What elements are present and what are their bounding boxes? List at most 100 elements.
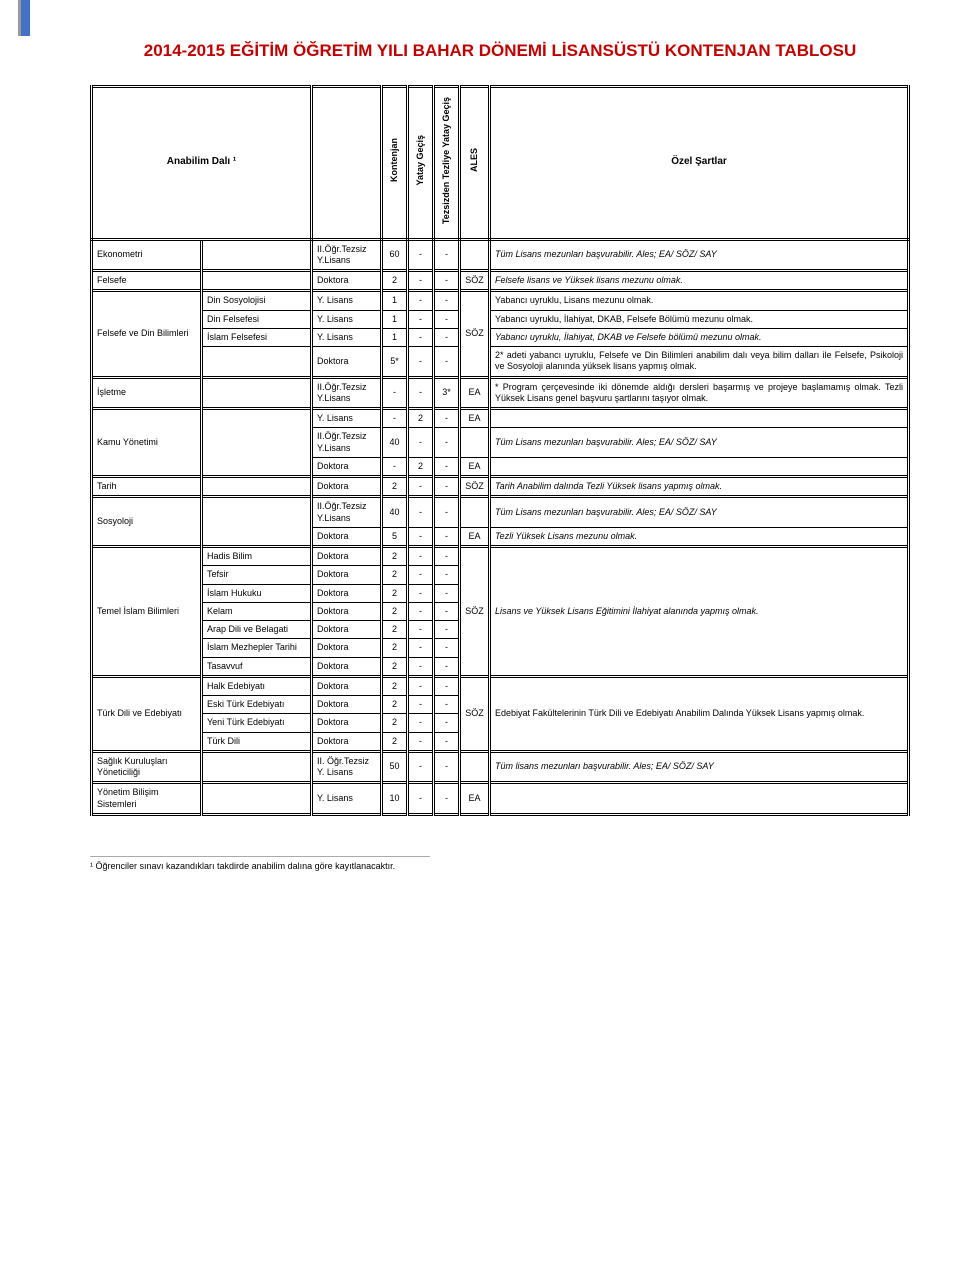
y-cell: -	[408, 732, 434, 751]
program-cell: II. Öğr.Tezsiz Y. Lisans	[312, 751, 382, 783]
k-cell: 2	[382, 584, 408, 602]
subdept-cell	[202, 477, 312, 497]
dept-cell: Sosyoloji	[92, 497, 202, 547]
y-cell: 2	[408, 409, 434, 428]
k-cell: 1	[382, 310, 408, 328]
program-cell: Y. Lisans	[312, 310, 382, 328]
y-cell: -	[408, 657, 434, 676]
ales-cell	[460, 428, 490, 458]
subdept-cell: Halk Edebiyatı	[202, 676, 312, 695]
t-cell: -	[434, 621, 460, 639]
subdept-cell: Eski Türk Edebiyatı	[202, 696, 312, 714]
table-row: Yönetim Bilişim SistemleriY. Lisans10--E…	[92, 783, 909, 815]
table-row: Felsefe ve Din BilimleriDin SosyolojisiY…	[92, 291, 909, 310]
col-dept: Anabilim Dalı ¹	[92, 86, 312, 239]
program-cell: Doktora	[312, 676, 382, 695]
condition-cell: * Program çerçevesinde iki dönemde aldığ…	[490, 377, 909, 409]
subdept-cell	[202, 409, 312, 477]
k-cell: 10	[382, 783, 408, 815]
t-cell: -	[434, 347, 460, 378]
condition-cell: Tarih Anabilim dalında Tezli Yüksek lisa…	[490, 477, 909, 497]
table-row: Temel İslam BilimleriHadis BilimDoktora2…	[92, 547, 909, 566]
y-cell: -	[408, 751, 434, 783]
y-cell: -	[408, 527, 434, 546]
t-cell: -	[434, 732, 460, 751]
y-cell: -	[408, 602, 434, 620]
t-cell: -	[434, 428, 460, 458]
ales-cell: EA	[460, 783, 490, 815]
table-row: EkonometriII.Öğr.Tezsiz Y.Lisans60--Tüm …	[92, 239, 909, 271]
subdept-cell: Yeni Türk Edebiyatı	[202, 714, 312, 732]
program-cell: Doktora	[312, 657, 382, 676]
t-cell: -	[434, 657, 460, 676]
t-cell: -	[434, 714, 460, 732]
t-cell: -	[434, 291, 460, 310]
condition-cell: Tüm Lisans mezunları başvurabilir. Ales;…	[490, 239, 909, 271]
y-cell: -	[408, 676, 434, 695]
ales-cell: SÖZ	[460, 271, 490, 291]
t-cell: -	[434, 239, 460, 271]
k-cell: 1	[382, 291, 408, 310]
t-cell: -	[434, 527, 460, 546]
subdept-cell: Arap Dili ve Belagati	[202, 621, 312, 639]
subdept-cell	[202, 751, 312, 783]
y-cell: -	[408, 477, 434, 497]
t-cell: 3*	[434, 377, 460, 409]
ales-cell	[460, 751, 490, 783]
table-row: Sağlık Kuruluşları YöneticiliğiII. Öğr.T…	[92, 751, 909, 783]
y-cell: -	[408, 239, 434, 271]
table-row: Kamu YönetimiY. Lisans-2-EA	[92, 409, 909, 428]
k-cell: -	[382, 457, 408, 476]
ales-cell	[460, 497, 490, 528]
y-cell: -	[408, 783, 434, 815]
t-cell: -	[434, 409, 460, 428]
dept-cell: Tarih	[92, 477, 202, 497]
condition-cell: Tüm lisans mezunları başvurabilir. Ales;…	[490, 751, 909, 783]
t-cell: -	[434, 310, 460, 328]
t-cell: -	[434, 477, 460, 497]
y-cell: -	[408, 621, 434, 639]
k-cell: 50	[382, 751, 408, 783]
col-tezsiz: Tezsizden Tezliye Yatay Geçiş	[434, 86, 460, 239]
k-cell: 40	[382, 497, 408, 528]
y-cell: -	[408, 584, 434, 602]
y-cell: -	[408, 566, 434, 584]
ruler-marker	[18, 0, 30, 36]
y-cell: -	[408, 271, 434, 291]
ales-cell: SÖZ	[460, 676, 490, 751]
col-blank	[312, 86, 382, 239]
t-cell: -	[434, 497, 460, 528]
condition-cell: Tezli Yüksek Lisans mezunu olmak.	[490, 527, 909, 546]
table-row: İşletmeII.Öğr.Tezsiz Y.Lisans--3*EA* Pro…	[92, 377, 909, 409]
k-cell: -	[382, 409, 408, 428]
y-cell: -	[408, 497, 434, 528]
program-cell: II.Öğr.Tezsiz Y.Lisans	[312, 497, 382, 528]
table-row: İslam FelsefesiY. Lisans1--Yabancı uyruk…	[92, 328, 909, 346]
program-cell: Y. Lisans	[312, 328, 382, 346]
condition-cell: Yabancı uyruklu, Lisans mezunu olmak.	[490, 291, 909, 310]
quota-table: Anabilim Dalı ¹ Kontenjan Yatay Geçiş Te…	[90, 85, 910, 816]
subdept-cell: İslam Mezhepler Tarihi	[202, 639, 312, 657]
t-cell: -	[434, 457, 460, 476]
subdept-cell: Kelam	[202, 602, 312, 620]
program-cell: Doktora	[312, 347, 382, 378]
t-cell: -	[434, 584, 460, 602]
k-cell: 2	[382, 732, 408, 751]
t-cell: -	[434, 271, 460, 291]
col-yatay: Yatay Geçiş	[408, 86, 434, 239]
subdept-cell	[202, 783, 312, 815]
t-cell: -	[434, 751, 460, 783]
y-cell: -	[408, 714, 434, 732]
k-cell: 2	[382, 547, 408, 566]
subdept-cell	[202, 239, 312, 271]
y-cell: -	[408, 428, 434, 458]
subdept-cell	[202, 347, 312, 378]
k-cell: 5	[382, 527, 408, 546]
t-cell: -	[434, 566, 460, 584]
program-cell: Doktora	[312, 477, 382, 497]
k-cell: -	[382, 377, 408, 409]
ales-cell: EA	[460, 377, 490, 409]
subdept-cell: Hadis Bilim	[202, 547, 312, 566]
table-row: SosyolojiII.Öğr.Tezsiz Y.Lisans40--Tüm L…	[92, 497, 909, 528]
subdept-cell: Türk Dili	[202, 732, 312, 751]
